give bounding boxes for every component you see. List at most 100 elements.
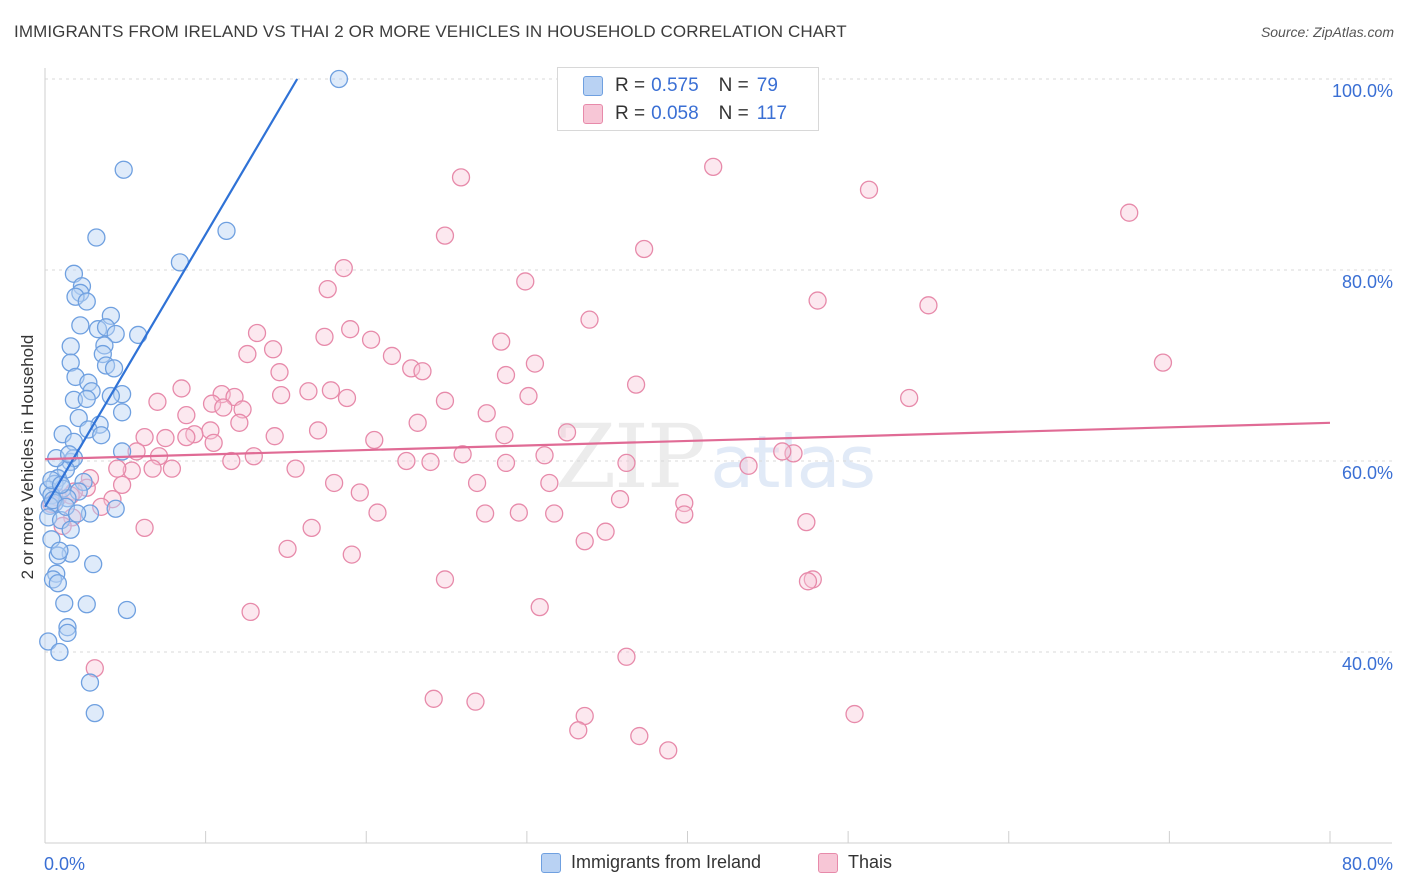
thais-point (435, 391, 455, 410)
ireland-point (85, 703, 104, 723)
thais-point (108, 459, 127, 478)
thais-point (368, 503, 387, 522)
thais-point (495, 426, 514, 445)
ireland-point (129, 325, 148, 345)
ireland-point (58, 623, 77, 643)
ireland-point (51, 475, 71, 495)
thais-point (859, 180, 879, 199)
thais-point (421, 452, 440, 472)
source-label: Source: ZipAtlas.com (1260, 24, 1394, 40)
thais-point (530, 597, 549, 617)
thais-point (453, 445, 472, 464)
legend-swatch-thais (583, 104, 603, 124)
thais-point (569, 721, 588, 740)
thais-trend-line (44, 421, 1331, 461)
ireland-point (50, 541, 69, 560)
thais-point (241, 602, 260, 622)
y-tick-label: 80.0% (1342, 272, 1393, 292)
thais-point (435, 226, 455, 245)
thais-point (509, 503, 528, 522)
thais-point (596, 522, 615, 541)
thais-point (92, 497, 111, 516)
thais-point (675, 505, 694, 524)
ireland-trend-line (44, 78, 299, 508)
thais-point (270, 363, 289, 382)
thais-point (302, 518, 321, 537)
thais-point (525, 354, 545, 373)
ireland-point (106, 499, 125, 518)
ireland-point (101, 306, 121, 325)
thais-point (135, 518, 154, 537)
thais-point (172, 379, 191, 398)
thais-point (361, 330, 381, 349)
legend-n-value: 117 (756, 103, 788, 124)
legend-n-label: N = (718, 103, 749, 124)
ireland-point (80, 673, 100, 692)
thais-point (1153, 353, 1173, 372)
ireland-point (67, 504, 87, 523)
y-tick-label: 100.0% (1332, 81, 1393, 101)
thais-points (42, 157, 1173, 760)
thais-point (919, 296, 938, 315)
thais-point (204, 433, 223, 453)
x-tick-label: 0.0% (44, 854, 85, 874)
thais-point (202, 394, 222, 413)
thais-point (148, 392, 167, 411)
thais-point (85, 659, 104, 678)
thais-point (845, 704, 864, 724)
thais-point (519, 386, 538, 406)
ireland-point (50, 642, 69, 662)
thais-point (321, 381, 341, 400)
legend-swatch-ireland (583, 76, 603, 96)
series-legend: Immigrants from Ireland Thais (0, 852, 1406, 878)
thais-point (575, 532, 594, 551)
thais-point (466, 692, 485, 711)
legend-n-value: 79 (756, 75, 778, 96)
ireland-point (64, 390, 84, 410)
thais-point (617, 453, 636, 473)
thais-point (222, 451, 241, 471)
ireland-point (61, 520, 80, 539)
watermark-zip: ZIP (555, 405, 706, 508)
thais-point (247, 323, 267, 343)
ireland-point (329, 69, 349, 89)
thais-point (496, 365, 516, 385)
thais-point (545, 504, 564, 523)
ireland-point (77, 389, 96, 409)
legend-item-ireland[interactable]: Immigrants from Ireland (541, 852, 761, 873)
thais-point (773, 442, 792, 461)
thais-point (1120, 203, 1139, 222)
thais-point (244, 447, 263, 466)
thais-point (308, 421, 328, 440)
thais-point (402, 359, 421, 378)
ireland-point (55, 594, 74, 613)
tick-labels: 40.0% 60.0% 80.0% 100.0% 0.0% 80.0% (44, 81, 1393, 874)
zipatlas-watermark: ZIPatlas (555, 405, 876, 508)
thais-point (798, 572, 818, 591)
thais-point (704, 157, 723, 177)
thais-point (382, 346, 402, 366)
ireland-point (61, 353, 80, 372)
ireland-point (112, 384, 132, 404)
thais-point (797, 512, 816, 532)
ireland-point (104, 359, 124, 378)
thais-point (408, 413, 427, 432)
thais-point (122, 461, 141, 480)
legend-swatch-thais (818, 852, 838, 873)
thais-point (230, 413, 249, 432)
ireland-point (117, 600, 137, 620)
thais-point (516, 272, 535, 291)
legend-n-label: N = (718, 75, 749, 96)
ireland-point (74, 472, 93, 492)
ireland-point (58, 618, 77, 637)
legend-label-ireland: Immigrants from Ireland (571, 852, 762, 872)
thais-point (365, 430, 384, 450)
thais-point (535, 446, 554, 465)
thais-point (265, 427, 284, 446)
thais-point (350, 483, 369, 502)
ireland-point (106, 324, 125, 344)
ireland-point (77, 595, 96, 614)
legend-item-thais[interactable]: Thais (818, 852, 892, 873)
thais-point (112, 475, 132, 495)
thais-point (334, 258, 353, 278)
